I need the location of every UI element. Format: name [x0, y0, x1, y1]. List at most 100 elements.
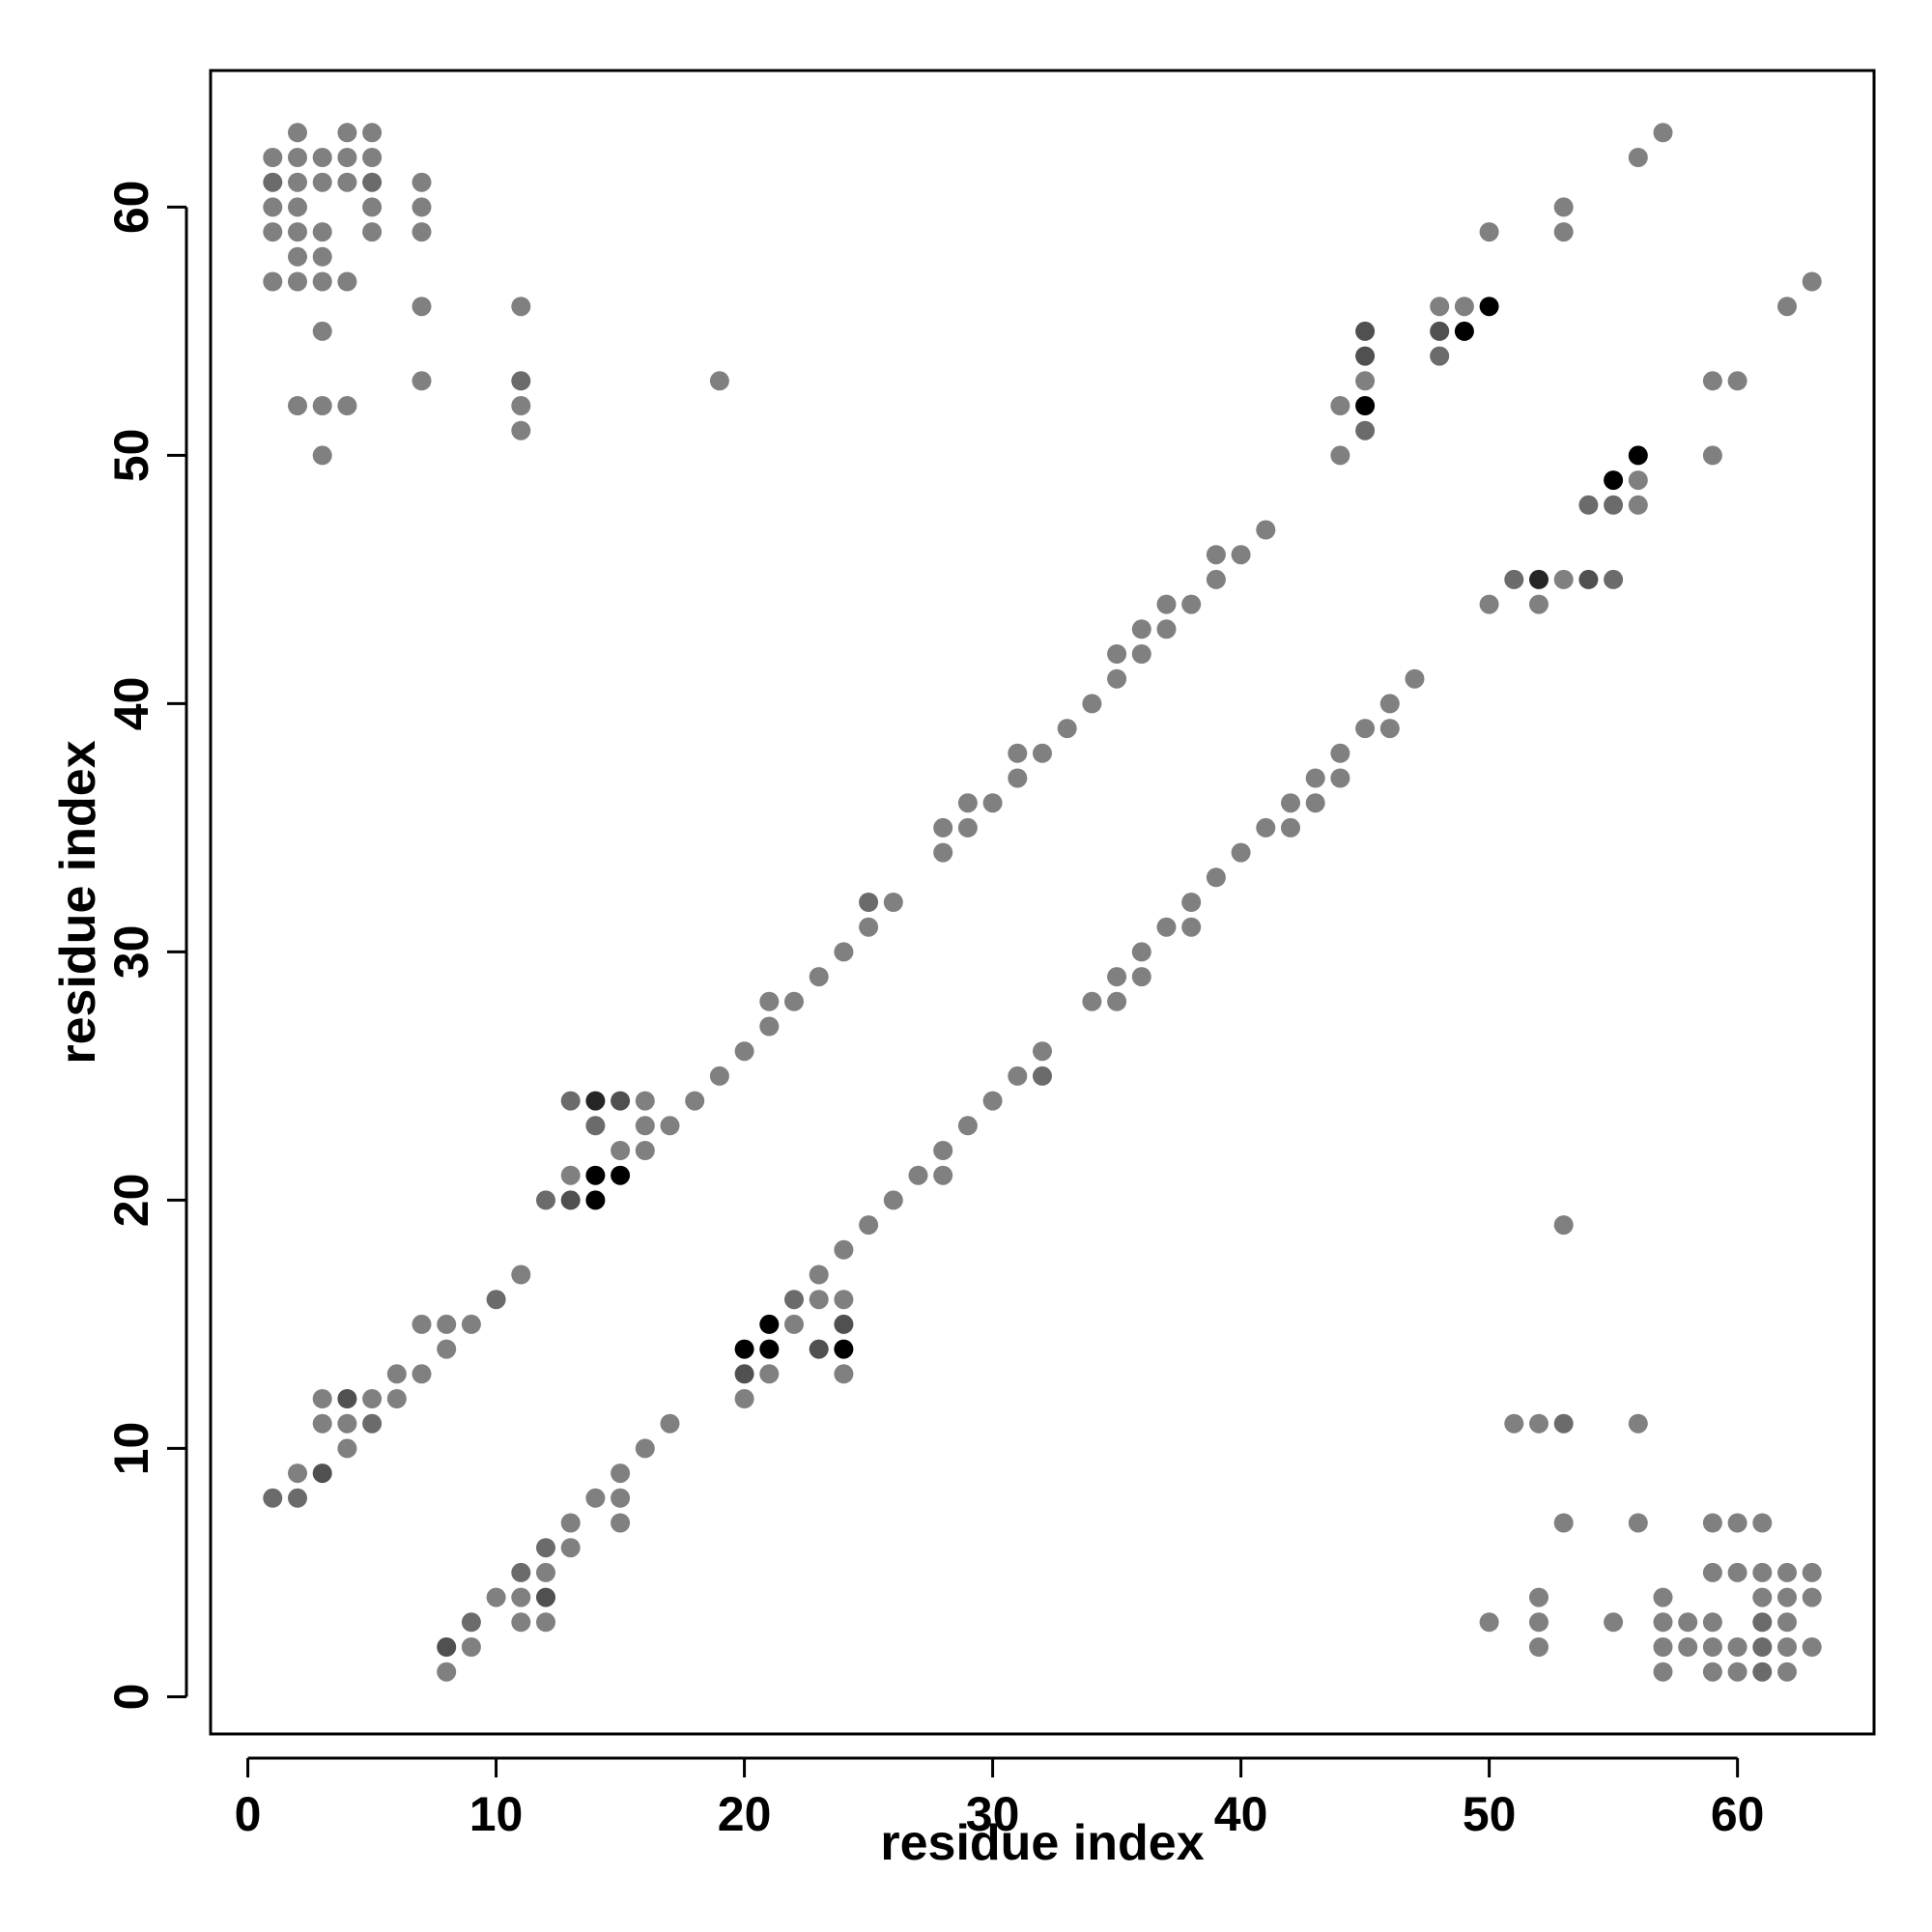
contact-point	[1181, 893, 1202, 912]
contact-point	[1504, 569, 1524, 589]
contact-point	[362, 172, 383, 192]
contact-point	[1752, 1637, 1773, 1657]
contact-point	[412, 371, 432, 391]
contact-point	[1256, 817, 1276, 838]
contact-point	[1702, 1562, 1722, 1582]
contact-point	[982, 793, 1003, 813]
contact-point	[386, 1389, 407, 1408]
contact-point	[1529, 594, 1548, 614]
contact-point	[486, 1587, 506, 1607]
contact-point	[784, 1314, 804, 1334]
contact-point	[1430, 297, 1450, 317]
contact-point	[511, 1562, 531, 1582]
contact-point	[1702, 445, 1722, 466]
y-tick-label: 50	[104, 429, 158, 483]
contact-point	[1752, 1612, 1773, 1633]
contact-point	[1752, 1587, 1773, 1607]
contact-point	[337, 148, 357, 167]
contact-point	[1107, 991, 1127, 1011]
contact-point	[536, 1190, 555, 1210]
contact-point	[1504, 1413, 1524, 1434]
contact-point	[560, 1190, 581, 1210]
contact-point	[312, 1463, 332, 1484]
contact-point	[1553, 569, 1574, 589]
y-tick-label: 20	[104, 1174, 158, 1228]
contact-point	[1628, 1413, 1648, 1434]
contact-point	[957, 793, 978, 813]
contact-point	[1702, 1637, 1722, 1657]
contact-point	[585, 1190, 606, 1210]
contact-point	[635, 1438, 655, 1459]
contact-point	[1082, 991, 1102, 1011]
contact-point	[759, 1314, 780, 1334]
x-tick-label: 0	[235, 1787, 262, 1841]
contact-point	[1330, 743, 1350, 763]
contact-point	[1206, 569, 1226, 589]
contact-point	[312, 1389, 332, 1408]
contact-point	[362, 197, 383, 217]
contact-point	[1777, 1662, 1797, 1682]
contact-point	[635, 1116, 655, 1136]
contact-point	[585, 1091, 606, 1111]
plot-frame	[209, 69, 1876, 1736]
contact-point	[1281, 793, 1300, 813]
contact-point	[386, 1364, 407, 1384]
contact-point	[1454, 297, 1474, 317]
contact-point	[1628, 148, 1648, 167]
contact-point	[412, 222, 432, 242]
contact-point	[1430, 346, 1450, 366]
contact-point	[1305, 768, 1325, 788]
contact-point	[312, 148, 332, 167]
contact-point	[1604, 470, 1624, 491]
contact-point	[1330, 768, 1350, 788]
contact-point	[1107, 668, 1127, 689]
contact-point	[337, 172, 357, 192]
contact-point	[1206, 867, 1226, 888]
contact-point	[1355, 321, 1376, 341]
contact-point	[611, 1488, 631, 1508]
contact-point	[362, 148, 383, 167]
contact-point	[362, 222, 383, 242]
contact-point	[511, 1264, 531, 1285]
contact-point	[511, 1612, 531, 1633]
contact-point	[511, 396, 531, 415]
contact-point	[660, 1413, 680, 1434]
contact-point	[957, 817, 978, 838]
contact-point	[288, 197, 307, 217]
contact-point	[809, 1264, 829, 1285]
contact-point	[1653, 1662, 1673, 1682]
contact-point	[536, 1538, 555, 1558]
contact-point	[1604, 569, 1624, 589]
contact-point	[461, 1612, 481, 1633]
contact-point	[685, 1091, 705, 1111]
contact-point	[312, 396, 332, 415]
contact-point	[1727, 1637, 1747, 1657]
contact-point	[412, 197, 432, 217]
contact-point	[1479, 1612, 1499, 1633]
contact-point	[809, 1339, 829, 1359]
contact-point	[1479, 297, 1499, 317]
contact-point	[1727, 1513, 1747, 1533]
contact-point	[1553, 1413, 1574, 1434]
contact-point	[288, 1488, 307, 1508]
contact-point	[1131, 619, 1151, 639]
contact-point	[709, 1065, 729, 1086]
contact-point	[1702, 1612, 1722, 1633]
contact-point	[312, 1413, 332, 1434]
contact-point	[337, 123, 357, 143]
contact-point	[1702, 1513, 1722, 1533]
contact-point	[362, 123, 383, 143]
contact-point	[1604, 495, 1624, 515]
contact-point	[437, 1314, 457, 1334]
contact-point	[759, 1016, 780, 1037]
contact-point	[1578, 569, 1599, 589]
contact-point	[1281, 817, 1300, 838]
x-tick-label: 30	[966, 1787, 1020, 1841]
contact-point	[263, 222, 283, 242]
contact-point	[312, 321, 332, 341]
contact-point	[1653, 1637, 1673, 1657]
contact-point	[933, 1165, 953, 1185]
contact-point	[560, 1513, 581, 1533]
contact-point	[1355, 346, 1376, 366]
